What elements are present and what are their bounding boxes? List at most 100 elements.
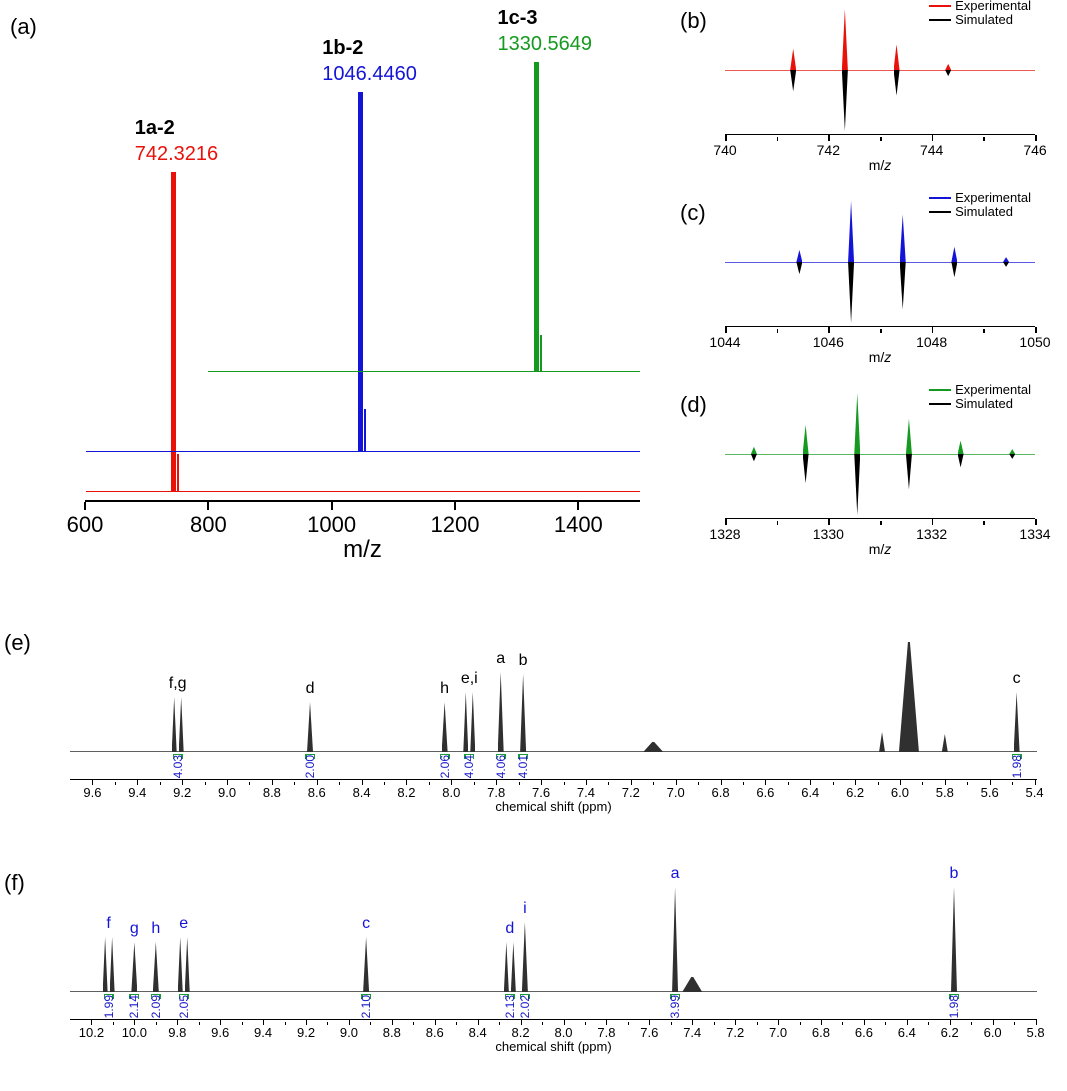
nmr-tick-label: 7.6 [532,785,550,800]
nmr-tick-minor [698,782,699,785]
nmr-tick-minor [294,782,295,785]
iso-peak-exp [854,393,860,454]
xaxis-tick-label: 1200 [431,512,480,538]
panel-a-mass-spectrum: m/z 6008001000120014001a-2742.32161b-210… [30,30,670,570]
iso-tick-minor [880,329,882,333]
panel-f-label: (f) [4,870,25,896]
xaxis-tick-label: 600 [67,512,104,538]
iso-peak-exp [796,250,802,262]
nmr-tick-label: 6.4 [801,785,819,800]
iso-tick-minor [777,329,779,333]
iso-peak-sim [848,262,854,323]
panel-a-plot: m/z 6008001000120014001a-2742.32161b-210… [85,52,640,502]
nmr-tick-label: 8.2 [397,785,415,800]
nmr-tick-label: 10.2 [79,1025,104,1040]
nmr-tick-minor [205,782,206,785]
iso-tick [932,135,934,141]
iso-tick [828,519,830,525]
nmr-tick-minor [653,782,654,785]
iso-peak-exp [751,447,757,454]
xaxis-tick [207,502,209,510]
nmr-integral-value: 2.05 [177,995,191,1018]
panel-f-plot: chemical shift (ppm) 10.210.09.89.69.49.… [70,865,1037,1020]
panel-d-isotope: ExperimentalSimulated1328133013321334m/z [700,384,1040,569]
iso-tick-minor [777,137,779,141]
trace-peak-minor [540,335,542,372]
nmr-peak [643,742,663,752]
nmr-tick-label: 6.0 [984,1025,1002,1040]
nmr-tick-minor [788,782,789,785]
iso-tick [932,327,934,333]
nmr-peak [942,734,948,752]
nmr-peak-label: a [496,650,505,668]
nmr-tick-minor [757,1022,758,1025]
nmr-tick-minor [928,1022,929,1025]
nmr-peak-label: f,g [169,675,187,693]
nmr-tick-label: 6.6 [756,785,774,800]
nmr-peak-label: d [306,680,315,698]
nmr-tick-minor [743,782,744,785]
iso-xlabel: m/z [869,349,892,365]
nmr-peak [442,702,448,752]
nmr-integral-value: 4.03 [171,755,185,778]
nmr-peak-label: b [950,865,959,883]
nmr-peak [504,942,516,992]
nmr-integral-value: 1.98 [947,995,961,1018]
panel-f-xaxis [70,1019,1037,1020]
nmr-peak [178,937,190,992]
peak-annotation-value: 1046.4460 [322,63,417,86]
nmr-tick-label: 5.6 [981,785,999,800]
legend: ExperimentalSimulated [929,383,1031,411]
trace-peak-1c-3 [534,62,539,372]
iso-tick [1035,135,1037,141]
iso-peak-sim [1009,454,1015,459]
nmr-tick-minor [885,1022,886,1025]
nmr-tick-label: 7.4 [577,785,595,800]
nmr-peak-label: e,i [461,670,478,688]
panel-a-xaxis [85,500,640,502]
nmr-tick-label: 8.6 [308,785,326,800]
iso-tick-label: 1050 [1019,334,1050,350]
iso-plot: ExperimentalSimulated740742744746m/z [725,5,1035,135]
panel-e-nmr: chemical shift (ppm) 9.69.49.29.08.88.68… [30,620,1047,820]
nmr-tick-label: 9.6 [83,785,101,800]
iso-xlabel: m/z [869,541,892,557]
iso-peak-exp [894,44,900,70]
iso-tick [932,519,934,525]
nmr-tick-minor [249,782,250,785]
panel-c-isotope: ExperimentalSimulated1044104610481050m/z [700,192,1040,377]
panel-f-xlabel: chemical shift (ppm) [495,1039,611,1054]
iso-plot: ExperimentalSimulated1328133013321334m/z [725,389,1035,519]
nmr-tick-label: 10.0 [122,1025,147,1040]
nmr-tick-minor [339,782,340,785]
trace-peak-minor [177,454,179,492]
nmr-baseline [70,751,1037,752]
xaxis-tick [331,502,333,510]
nmr-peak [363,937,369,992]
iso-tick-label: 1048 [916,334,947,350]
iso-midline [725,454,1035,455]
nmr-tick-minor [456,1022,457,1025]
peak-annotation-value: 1330.5649 [498,33,593,56]
nmr-tick-label: 8.4 [353,785,371,800]
iso-tick [828,327,830,333]
nmr-tick-label: 9.0 [218,785,236,800]
xaxis-tick-label: 800 [190,512,227,538]
xaxis-tick [454,502,456,510]
nmr-tick-label: 8.2 [512,1025,530,1040]
nmr-tick-minor [628,1022,629,1025]
nmr-peak-label: i [523,900,527,918]
xaxis-tick-label: 1400 [554,512,603,538]
iso-midline [725,70,1035,71]
nmr-tick-label: 9.2 [173,785,191,800]
panel-e-xaxis [70,779,1037,780]
nmr-tick-label: 6.6 [855,1025,873,1040]
nmr-tick-minor [800,1022,801,1025]
nmr-peak-label: h [440,680,449,698]
iso-tick [725,327,727,333]
nmr-tick-minor [242,1022,243,1025]
nmr-tick-minor [384,782,385,785]
legend-item: Simulated [955,397,1013,411]
nmr-tick-label: 7.0 [667,785,685,800]
nmr-integral-value: 3.99 [668,995,682,1018]
